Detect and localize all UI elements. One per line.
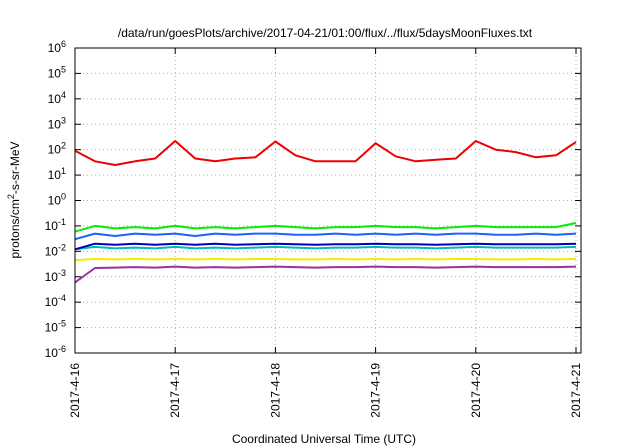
series-line-1 [74, 140, 577, 166]
y-tick-label: 10-4 [45, 293, 66, 309]
y-tick-label: 105 [48, 64, 66, 80]
y-tick-label: 106 [48, 39, 66, 55]
y-tick-label: 100 [48, 192, 66, 208]
y-tick-label: 104 [48, 90, 66, 106]
x-tick-label: 2017-4-20 [469, 363, 483, 418]
y-tick-label: 10-5 [45, 319, 66, 335]
y-axis-label: protons/cm2-s-sr-MeV [6, 141, 22, 258]
x-tick-label: 2017-4-17 [168, 363, 182, 418]
y-tick-label: 10-2 [45, 242, 66, 258]
x-tick-label: 2017-4-19 [369, 363, 383, 418]
series-line-7 [74, 265, 577, 284]
y-label-sup: 2 [6, 194, 16, 199]
y-tick-label: 10-6 [45, 344, 66, 360]
y-tick-label: 10-3 [45, 268, 66, 284]
x-tick-label: 2017-4-16 [68, 363, 82, 418]
x-tick-label: 2017-4-21 [569, 363, 583, 418]
y-label-post: -s-sr-MeV [8, 141, 22, 194]
grid [74, 47, 581, 354]
y-axis-ticks: 10-6 10-5 10-4 10-3 10-2 10-1 100 101 102 103 104 1… [45, 39, 581, 360]
chart-title: /data/run/goesPlots/archive/2017-04-21/0… [118, 26, 533, 40]
series-line-5 [74, 242, 577, 251]
data-series [74, 140, 577, 284]
x-tick-label: 2017-4-18 [268, 363, 282, 418]
x-axis-ticks: 2017-4-16 2017-4-17 2017-4-18 2017-4-19 2017… [68, 48, 583, 418]
series-line-6 [74, 258, 577, 262]
y-tick-label: 10-1 [45, 217, 66, 233]
series-line-2 [74, 222, 577, 233]
y-tick-label: 101 [48, 166, 66, 182]
x-axis-label: Coordinated Universal Time (UTC) [232, 432, 416, 446]
y-label-pre: protons/cm [8, 199, 22, 258]
y-tick-label: 102 [48, 141, 66, 157]
y-tick-label: 103 [48, 115, 66, 131]
series-line-3 [74, 232, 577, 241]
series-line-4 [74, 245, 577, 251]
